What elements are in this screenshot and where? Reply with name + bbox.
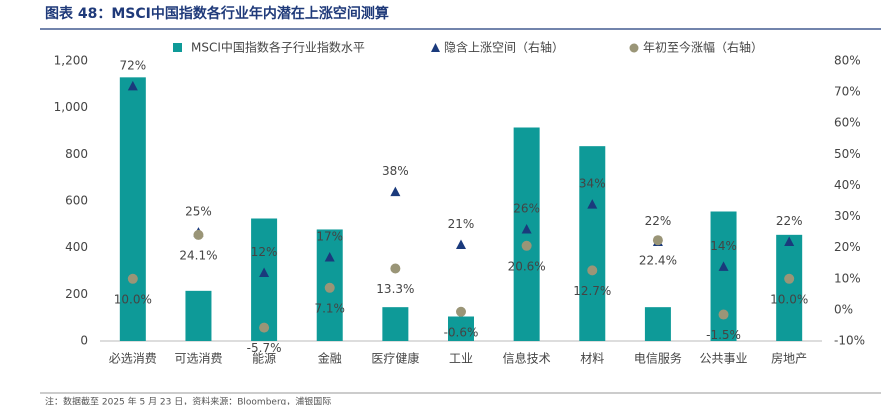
- x-tick-label: 能源: [252, 352, 276, 366]
- data-label: 25%: [185, 205, 212, 219]
- circle-marker: [390, 263, 401, 274]
- y2-tick-label: 80%: [834, 54, 861, 68]
- y-tick-label: 400: [65, 240, 88, 254]
- triangle-marker: [259, 267, 270, 278]
- triangle-marker: [784, 236, 795, 246]
- circle-marker: [784, 273, 795, 284]
- circle-marker: [259, 322, 270, 333]
- triangle-marker: [390, 186, 401, 197]
- x-tick-label: 金融: [318, 351, 342, 366]
- triangle-marker: [718, 261, 729, 271]
- bar: [776, 234, 803, 341]
- data-label: 7.1%: [314, 301, 345, 315]
- triangle-marker: [587, 199, 598, 209]
- data-label: 21%: [448, 217, 475, 231]
- data-label: 34%: [579, 177, 606, 191]
- circle-marker: [127, 273, 138, 284]
- data-label: 24.1%: [179, 248, 217, 262]
- circle-marker: [456, 306, 466, 317]
- y2-tick-label: 40%: [834, 178, 861, 192]
- data-label: 22.4%: [639, 254, 677, 268]
- x-tick-label: 可选消费: [174, 352, 222, 366]
- x-tick-label: 工业: [449, 352, 473, 366]
- y2-tick-label: 10%: [834, 271, 861, 285]
- y2-tick-label: 60%: [834, 116, 861, 130]
- triangle-marker: [127, 80, 138, 91]
- data-label: 10.0%: [114, 292, 152, 306]
- triangle-marker: [521, 224, 532, 234]
- legend-marker: [173, 43, 182, 52]
- legend-label: MSCI中国指数各子行业指数水平: [191, 40, 365, 55]
- y-tick-label: 200: [65, 287, 88, 301]
- data-label: 13.3%: [376, 282, 414, 296]
- circle-marker: [718, 309, 729, 320]
- x-tick-label: 公共事业: [700, 352, 748, 366]
- x-tick-label: 房地产: [771, 351, 807, 366]
- data-label: -0.6%: [444, 325, 479, 339]
- data-label: 22%: [645, 214, 672, 228]
- y2-tick-label: -10%: [834, 334, 865, 348]
- legend-label: 年初至今涨幅（右轴）: [643, 40, 763, 55]
- y2-tick-label: 0%: [834, 302, 853, 316]
- data-label: 38%: [382, 164, 409, 178]
- legend-label: 隐含上涨空间（右轴）: [444, 40, 564, 55]
- bar: [644, 307, 671, 341]
- x-tick-label: 材料: [580, 352, 604, 366]
- data-label: 26%: [513, 202, 540, 216]
- source-note: 注：数据截至 2025 年 5 月 23 日，资料来源：Bloomberg，浦银…: [45, 396, 331, 405]
- y-tick-label: 1,000: [54, 100, 88, 114]
- circle-marker: [587, 265, 598, 276]
- circle-marker: [521, 240, 532, 251]
- x-tick-label: 必选消费: [109, 352, 157, 366]
- bar: [513, 127, 540, 341]
- circle-marker: [193, 229, 204, 240]
- y-tick-label: 800: [65, 147, 88, 161]
- y-tick-label: 1,200: [54, 54, 88, 68]
- data-label: 12.7%: [573, 284, 611, 298]
- y2-tick-label: 30%: [834, 209, 861, 223]
- bar: [185, 290, 212, 341]
- data-label: 22%: [776, 214, 803, 228]
- y-tick-label: 600: [65, 194, 88, 208]
- bar: [448, 316, 474, 341]
- y-tick-label: 0: [80, 334, 88, 348]
- data-label: 10.0%: [770, 292, 808, 306]
- triangle-marker: [456, 239, 466, 250]
- x-tick-label: 信息技术: [503, 351, 551, 366]
- data-label: -5.7%: [247, 341, 282, 355]
- data-label: 12%: [251, 245, 278, 259]
- triangle-marker: [324, 252, 335, 262]
- chart-title: 图表 48：MSCI中国指数各行业年内潜在上涨空间测算: [45, 5, 389, 22]
- y2-tick-label: 70%: [834, 85, 861, 99]
- data-label: 20.6%: [508, 259, 546, 273]
- legend-marker: [431, 43, 440, 52]
- circle-marker: [652, 235, 663, 246]
- bar: [119, 77, 146, 341]
- data-label: -1.5%: [706, 328, 741, 342]
- legend-marker: [629, 43, 639, 53]
- bar: [251, 218, 278, 341]
- data-label: 72%: [119, 58, 146, 72]
- x-tick-label: 电信服务: [634, 351, 682, 366]
- y2-tick-label: 50%: [834, 147, 861, 161]
- data-label: 17%: [316, 230, 343, 244]
- data-label: 14%: [710, 239, 737, 253]
- x-tick-label: 医疗健康: [371, 351, 419, 366]
- circle-marker: [324, 282, 335, 293]
- bar: [382, 307, 409, 341]
- bar: [710, 211, 737, 341]
- bar: [579, 146, 606, 341]
- y2-tick-label: 20%: [834, 240, 861, 254]
